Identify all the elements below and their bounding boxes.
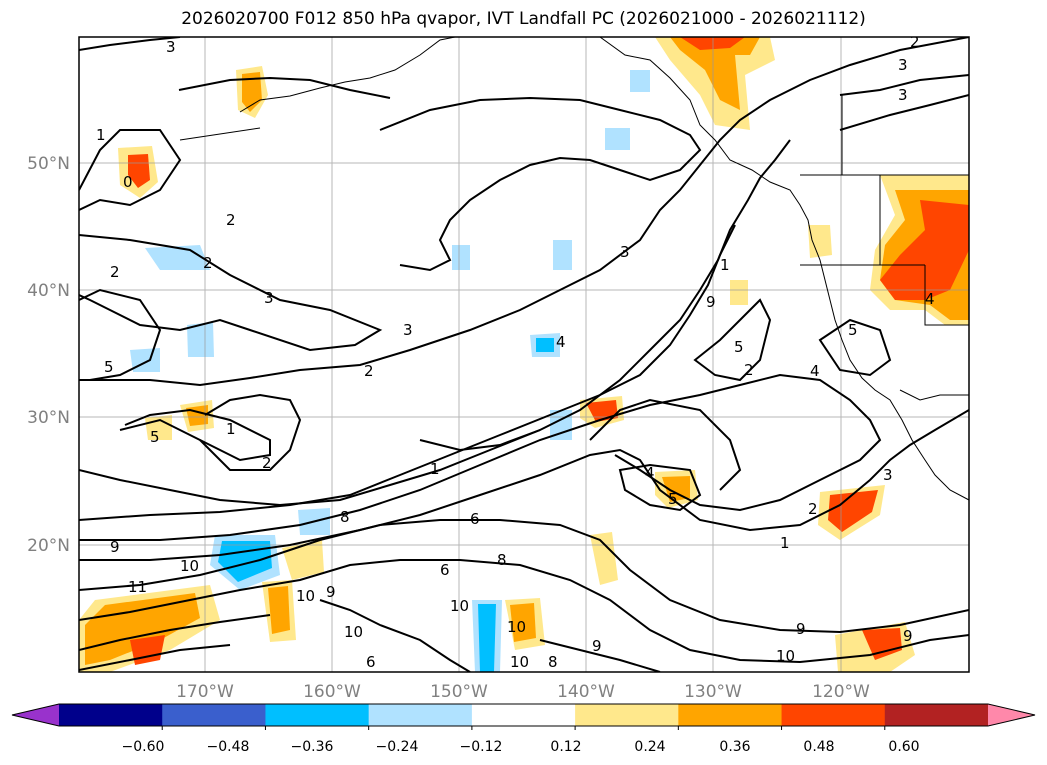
- contour-label: 3: [898, 86, 908, 104]
- contour-label: 2: [262, 454, 272, 472]
- contour-label: 9: [592, 637, 602, 655]
- contour-label: 1: [720, 256, 730, 274]
- coastlines: [179, 37, 969, 501]
- contour-label: 1: [226, 420, 236, 438]
- contour-label: 9: [706, 293, 716, 311]
- contour-label: 6: [440, 561, 450, 579]
- shade-warm: [730, 280, 748, 305]
- shade-orange: [510, 603, 536, 642]
- shading-layer: [79, 37, 969, 672]
- shade-cool: [605, 128, 630, 150]
- contour-label: 8: [548, 653, 558, 671]
- contour-label: 8: [497, 551, 507, 569]
- lon-label-140w: 140°W: [557, 682, 615, 702]
- contour-label: 1: [96, 126, 106, 144]
- contour-label: 5: [734, 338, 744, 356]
- lat-label-20n: 20°N: [27, 536, 70, 556]
- shade-blue: [218, 541, 272, 582]
- contour-label: 9: [326, 583, 336, 601]
- contour-label: 10: [296, 587, 315, 605]
- contour-label: 5: [668, 490, 678, 508]
- contour-label: 8: [340, 508, 350, 526]
- contour-label: 2: [910, 33, 920, 51]
- shade-red: [862, 628, 902, 660]
- contour-label: 3: [898, 56, 908, 74]
- contour-label: 10: [344, 623, 363, 641]
- contour-label: 9: [903, 627, 913, 645]
- contour-label-layer: 3 2 3 3 1 0 2 2 3 3 3 2 1 2 1 5 9 10 11 …: [96, 33, 935, 671]
- contour-label: 2: [744, 361, 754, 379]
- contour-label: 5: [150, 428, 160, 446]
- lon-label-170w: 170°W: [176, 682, 234, 702]
- contour-label: 6: [470, 510, 480, 528]
- shade-cool: [630, 70, 650, 92]
- map-plot-area: 3 2 3 3 1 0 2 2 3 3 3 2 1 2 1 5 9 10 11 …: [79, 33, 969, 672]
- contour-label: 2: [808, 500, 818, 518]
- shade-orange: [670, 37, 760, 110]
- contour-label: 2: [364, 362, 374, 380]
- contour-label: 9: [110, 538, 120, 556]
- contour-label: 9: [796, 620, 806, 638]
- shade-blue: [478, 604, 496, 672]
- contour-label: 3: [620, 243, 630, 261]
- shade-red: [130, 635, 165, 665]
- shade-orange: [85, 593, 200, 665]
- contour-label: 4: [810, 362, 820, 380]
- contour-label: 0: [123, 173, 133, 191]
- contour-label: 10: [776, 647, 795, 665]
- shade-warm: [808, 225, 832, 258]
- lon-label-130w: 130°W: [684, 682, 742, 702]
- contour-label: 5: [848, 321, 858, 339]
- contour-label: 1: [780, 534, 790, 552]
- map-title: 2026020700 F012 850 hPa qvapor, IVT Land…: [181, 9, 866, 29]
- contour-lines: [79, 37, 969, 672]
- lat-label-50n: 50°N: [27, 154, 70, 174]
- lat-label-30n: 30°N: [27, 408, 70, 428]
- contour-label: 10: [450, 597, 469, 615]
- contour-label: 1: [430, 460, 440, 478]
- contour-label: 10: [510, 653, 529, 671]
- contour-label: 3: [166, 38, 176, 56]
- lon-label-150w: 150°W: [430, 682, 488, 702]
- contour-label: 10: [507, 618, 526, 636]
- contour-label: 4: [925, 290, 935, 308]
- shade-warm: [590, 532, 618, 585]
- latitude-labels: 50°N 40°N 30°N 20°N: [27, 154, 70, 556]
- lon-label-160w: 160°W: [303, 682, 361, 702]
- contour-label: 2: [226, 211, 236, 229]
- shade-cool: [452, 245, 470, 270]
- shade-blue: [536, 338, 554, 352]
- lon-label-120w: 120°W: [812, 682, 870, 702]
- shade-red: [880, 200, 969, 300]
- shade-cool: [187, 322, 214, 357]
- map-gridlines: [79, 37, 969, 672]
- shade-orange: [268, 586, 290, 634]
- contour-label: 4: [645, 464, 655, 482]
- longitude-labels: 170°W 160°W 150°W 140°W 130°W 120°W: [176, 682, 870, 702]
- contour-label: 3: [264, 289, 274, 307]
- contour-label: 3: [403, 321, 413, 339]
- contour-label: 2: [203, 254, 213, 272]
- contour-label: 6: [366, 653, 376, 671]
- contour-label: 11: [128, 578, 147, 596]
- contour-label: 5: [104, 358, 114, 376]
- contour-label: 2: [110, 263, 120, 281]
- shade-cool: [553, 240, 572, 270]
- map-frame: [78, 36, 970, 673]
- lat-label-40n: 40°N: [27, 281, 70, 301]
- contour-label: 4: [556, 333, 566, 351]
- contour-label: 3: [883, 466, 893, 484]
- contour-label: 10: [180, 557, 199, 575]
